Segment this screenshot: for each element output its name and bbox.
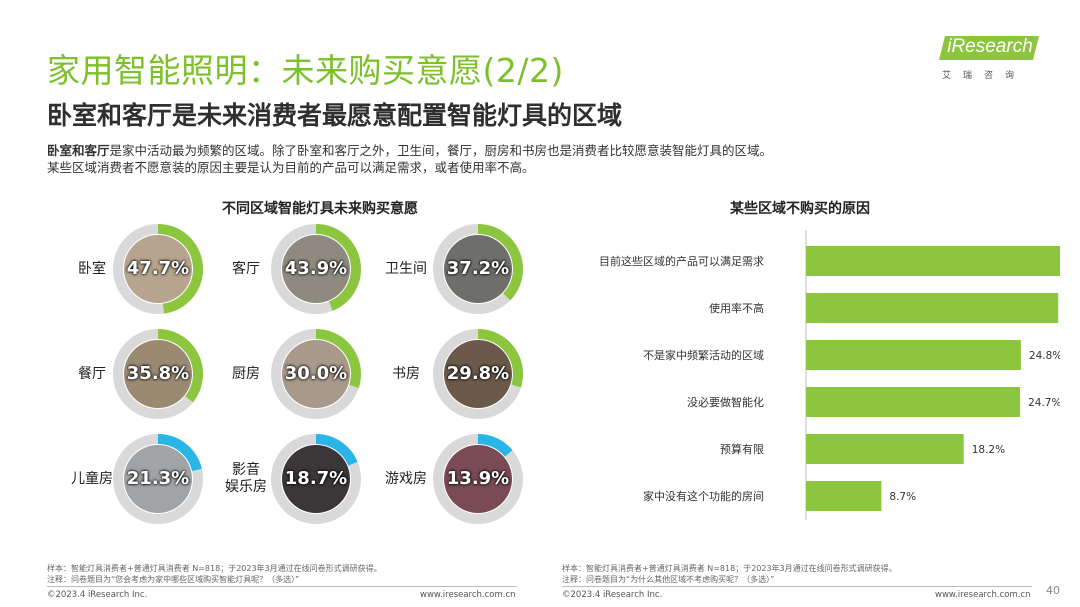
page-title: 家用智能照明：未来购买意愿(2/2) [47,51,564,90]
room-label: 游戏房 [385,470,427,487]
bar [806,293,1059,323]
donut-arc [433,224,523,314]
left-footnote-sample: 样本：智能灯具消费者+普通灯具消费者 N=818；于2023年3月通过在线问卷形… [47,564,382,573]
donut-value: 30.0% [284,363,348,384]
bar-category-label: 家中没有这个功能的房间 [643,489,764,503]
donut-chart: 37.2% [432,223,524,315]
left-copyright: ©2023.4 iResearch Inc. [47,590,148,600]
bar [806,387,1021,417]
donut-photo [124,235,192,303]
donut-arc [113,434,203,524]
donut-value: 18.7% [284,468,348,489]
room-label: 卧室 [78,260,106,277]
room-label: 书房 [392,365,420,382]
bar [806,434,964,464]
room-label: 餐厅 [78,365,106,382]
donut-photo [444,445,512,513]
donut-chart: 29.8% [432,328,524,420]
donut-chart: 18.7% [270,433,362,525]
intro-bold: 卧室和客厅 [47,143,110,158]
donut-photo [282,340,350,408]
donut-photo [124,340,192,408]
bar [806,340,1021,370]
donut-chart: 43.9% [270,223,362,315]
donut-photo [124,445,192,513]
donut-arc [113,224,203,314]
donut-arc [113,329,203,419]
intro-line2: 某些区域消费者不愿意装的原因主要是认为目前的产品可以满足需求，或者使用率不高。 [47,160,535,175]
right-url[interactable]: www.iresearch.com.cn [935,590,1031,600]
left-footnote-note: 注释：问卷题目为“您会考虑为家中哪些区域购买智能灯具呢？（多选）” [47,575,300,584]
intro-text: 卧室和客厅是家中活动最为频繁的区域。除了卧室和客厅之外，卫生间，餐厅，厨房和书房… [47,142,927,176]
donut-arc [433,329,523,419]
bar-category-label: 不是家中频繁活动的区域 [643,348,764,362]
donut-photo [282,445,350,513]
donut-svg [113,329,203,419]
bar-value-label: 8.7% [889,491,916,503]
donut-svg [433,224,523,314]
bar [806,246,1080,276]
bar-category-label: 目前这些区域的产品可以满足需求 [599,254,764,268]
page-number: 40 [1046,584,1060,597]
donut-chart: 13.9% [432,433,524,525]
reasons-bar-chart: 目前这些区域的产品可以满足需求40.2%使用率不高29.1%不是家中频繁活动的区… [560,230,1080,530]
room-label: 客厅 [232,260,260,277]
right-footer-divider [562,586,1032,587]
right-footnote-note: 注释：问卷题目为“为什么其他区域不考虑购买呢？（多选）” [562,575,775,584]
donut-photo [282,235,350,303]
bar-category-label: 使用率不高 [709,301,764,315]
room-label: 影音 娱乐房 [225,462,267,495]
left-url[interactable]: www.iresearch.com.cn [420,590,516,600]
bar-chart-svg: 目前这些区域的产品可以满足需求40.2%使用率不高29.1%不是家中频繁活动的区… [599,230,1080,520]
donut-svg [271,434,361,524]
donut-chart: 30.0% [270,328,362,420]
page-subtitle: 卧室和客厅是未来消费者最愿意配置智能灯具的区域 [47,101,623,130]
donut-value: 13.9% [446,468,510,489]
donut-arc [271,434,361,524]
donut-svg [271,329,361,419]
donut-value: 29.8% [446,363,510,384]
donut-svg [113,434,203,524]
donut-chart: 47.7% [112,223,204,315]
donut-arc [271,329,361,419]
donut-section-title: 不同区域智能灯具未来购买意愿 [222,201,418,217]
donut-value: 47.7% [126,258,190,279]
logo-cn: 艾瑞咨询 [942,71,1027,81]
right-footnote-sample: 样本：智能灯具消费者+普通灯具消费者 N=818；于2023年3月通过在线问卷形… [562,564,897,573]
donut-value: 43.9% [284,258,348,279]
iresearch-logo: iResearch 艾瑞咨询 [939,34,1040,86]
donut-svg [113,224,203,314]
room-label: 厨房 [232,365,260,382]
donut-photo [444,340,512,408]
donut-chart: 35.8% [112,328,204,420]
donut-value: 37.2% [446,258,510,279]
donut-value: 21.3% [126,468,190,489]
room-label: 卫生间 [385,260,427,277]
bar-category-label: 没必要做智能化 [687,395,764,409]
donut-svg [433,434,523,524]
bar-value-label: 24.7% [1028,397,1060,409]
donut-svg [271,224,361,314]
donut-photo [444,235,512,303]
donut-svg [433,329,523,419]
logo-text: iResearch [947,36,1033,57]
bar [806,481,882,511]
donut-chart: 21.3% [112,433,204,525]
left-footer-divider [47,586,517,587]
bar-value-label: 24.8% [1029,350,1060,362]
bar-value-label: 18.2% [972,444,1005,456]
donut-value: 35.8% [126,363,190,384]
donut-arc [271,224,361,314]
bar-category-label: 预算有限 [720,442,764,456]
intro-rest: 是家中活动最为频繁的区域。除了卧室和客厅之外，卫生间，餐厅，厨房和书房也是消费者… [109,143,773,158]
right-copyright: ©2023.4 iResearch Inc. [562,590,663,600]
bar-chart-title: 某些区域不购买的原因 [730,201,870,217]
donut-arc [433,434,523,524]
room-label: 儿童房 [71,470,113,487]
